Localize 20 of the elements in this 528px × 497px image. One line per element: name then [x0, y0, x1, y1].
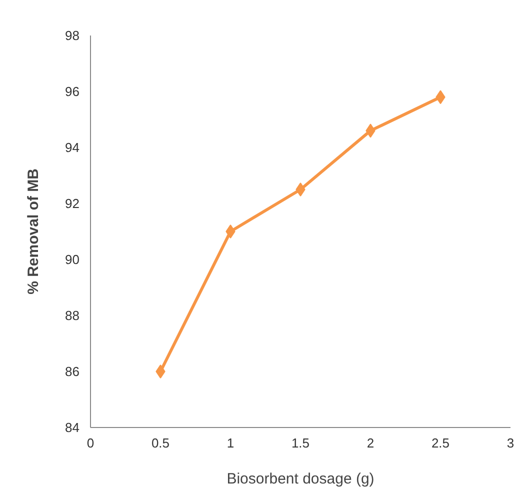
- y-tick-label: 84: [65, 420, 80, 435]
- x-tick-label: 2: [366, 436, 374, 450]
- y-tick-label: 96: [65, 84, 80, 99]
- y-tick-label: 94: [65, 140, 80, 155]
- y-tick-label: 92: [65, 196, 80, 211]
- x-tick-label: 1: [226, 436, 234, 450]
- x-tick-label: 3: [506, 436, 514, 450]
- y-axis-title: % Removal of MB: [25, 168, 42, 294]
- point: [226, 224, 236, 238]
- y-tick-label: 88: [65, 308, 80, 323]
- x-tick-label: 1.5: [291, 436, 310, 450]
- point: [296, 182, 306, 196]
- x-tick-label: 2.5: [431, 436, 450, 450]
- y-tick-label: 90: [65, 252, 80, 267]
- point: [156, 364, 166, 378]
- y-tick-label: 86: [65, 364, 80, 379]
- x-tick-label: 0: [86, 436, 94, 450]
- x-tick-label: 0.5: [151, 436, 170, 450]
- x-axis-title: Biosorbent dosage (g): [226, 470, 374, 488]
- y-tick-label: 98: [65, 28, 80, 43]
